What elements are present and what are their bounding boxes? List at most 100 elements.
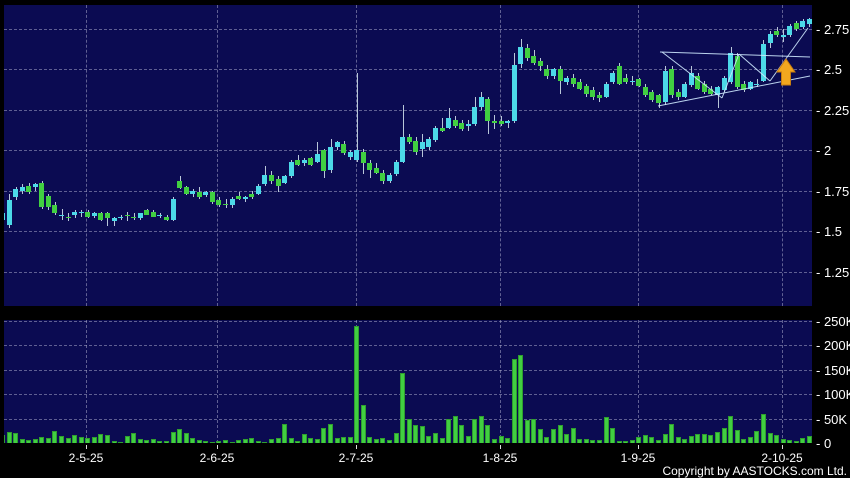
volume-bar [715, 431, 720, 443]
volume-pane[interactable] [4, 320, 812, 443]
volume-bar [794, 441, 799, 443]
date-tick-label: 2-7-25 [338, 451, 374, 465]
candlestick [466, 124, 471, 126]
volume-bar [761, 414, 766, 443]
volume-bar [564, 434, 569, 443]
volume-bar [315, 439, 320, 443]
candlestick [164, 216, 169, 220]
gridline [217, 5, 218, 306]
candlestick [544, 69, 549, 76]
candlestick [197, 192, 202, 198]
candlestick [374, 168, 379, 173]
volume-bar [138, 439, 143, 443]
candle-wick [114, 216, 115, 227]
volume-bar [433, 433, 438, 443]
volume-bar [236, 440, 241, 443]
gridline [500, 320, 501, 443]
volume-bar [72, 435, 77, 443]
candlestick [459, 122, 464, 130]
date-tick-label: 2-5-25 [68, 451, 104, 465]
candlestick [558, 69, 563, 81]
price-pane[interactable] [4, 5, 812, 306]
candlestick [7, 200, 12, 225]
candlestick [131, 216, 136, 219]
candlestick [13, 189, 18, 198]
candle-wick [134, 213, 135, 220]
volume-bar [440, 438, 445, 443]
volume-bar [610, 427, 615, 443]
volume-bar [223, 440, 228, 443]
candlestick [630, 80, 635, 83]
volume-bar [748, 437, 753, 443]
candle-wick [442, 117, 443, 133]
candlestick [269, 174, 274, 181]
volume-bar [131, 433, 136, 443]
candlestick [354, 150, 359, 160]
volume-bar [702, 434, 707, 443]
candlestick [682, 83, 687, 97]
candlestick [492, 121, 497, 123]
volume-bar [4, 435, 5, 443]
candlestick [722, 77, 727, 91]
candlestick [52, 205, 57, 214]
gridline [4, 190, 812, 192]
date-tick-label: 2-6-25 [199, 451, 235, 465]
gridline [4, 28, 812, 30]
date-tick-mark [86, 445, 87, 449]
candlestick [708, 88, 713, 94]
volume-bar [544, 437, 549, 443]
candlestick [118, 216, 123, 219]
volume-bar [256, 441, 261, 443]
gridline [86, 5, 87, 306]
candlestick [144, 210, 149, 215]
volume-bar [538, 428, 543, 443]
volume-bar [20, 439, 25, 443]
candle-wick [357, 72, 358, 162]
volume-bar [466, 436, 471, 443]
date-tick-mark [217, 445, 218, 449]
price-tick-label: - 1.25 [816, 265, 850, 280]
candlestick [59, 214, 64, 217]
volume-bar [453, 416, 458, 443]
candlestick [256, 185, 261, 194]
date-tick-label: 1-9-25 [620, 451, 656, 465]
volume-bar [269, 439, 274, 443]
volume-bar [577, 439, 582, 443]
volume-tick-label: - 250K [816, 314, 850, 329]
date-tick-mark [638, 445, 639, 449]
candlestick [472, 106, 477, 125]
candlestick [551, 69, 556, 76]
candlestick [728, 53, 733, 83]
candle-wick [81, 210, 82, 217]
candlestick [525, 48, 530, 58]
volume-bar [584, 439, 589, 443]
candlestick [485, 98, 490, 122]
candlestick [610, 72, 615, 83]
gridline [217, 320, 218, 443]
candlestick [157, 214, 162, 217]
candlestick [105, 213, 110, 219]
candlestick [774, 30, 779, 36]
volume-bar [558, 424, 563, 443]
volume-bar [617, 440, 622, 443]
volume-bar [459, 424, 464, 443]
price-tick-label: - 2.25 [816, 103, 850, 118]
volume-bar [276, 438, 281, 443]
price-tick-label: - 1.75 [816, 184, 850, 199]
candlestick [335, 142, 340, 148]
volume-bar [735, 429, 740, 443]
volume-bar [210, 441, 215, 443]
candlestick [302, 159, 307, 164]
volume-bar [420, 425, 425, 443]
candlestick [184, 187, 189, 194]
volume-bar [768, 433, 773, 443]
date-tick-label: 2-10-25 [761, 451, 803, 465]
volume-bar [741, 439, 746, 443]
volume-bar [492, 439, 497, 443]
candlestick [597, 95, 602, 99]
candlestick [433, 127, 438, 141]
candlestick [531, 56, 536, 63]
date-tick-mark [782, 445, 783, 449]
candlestick [230, 198, 235, 206]
candlestick [479, 96, 484, 107]
